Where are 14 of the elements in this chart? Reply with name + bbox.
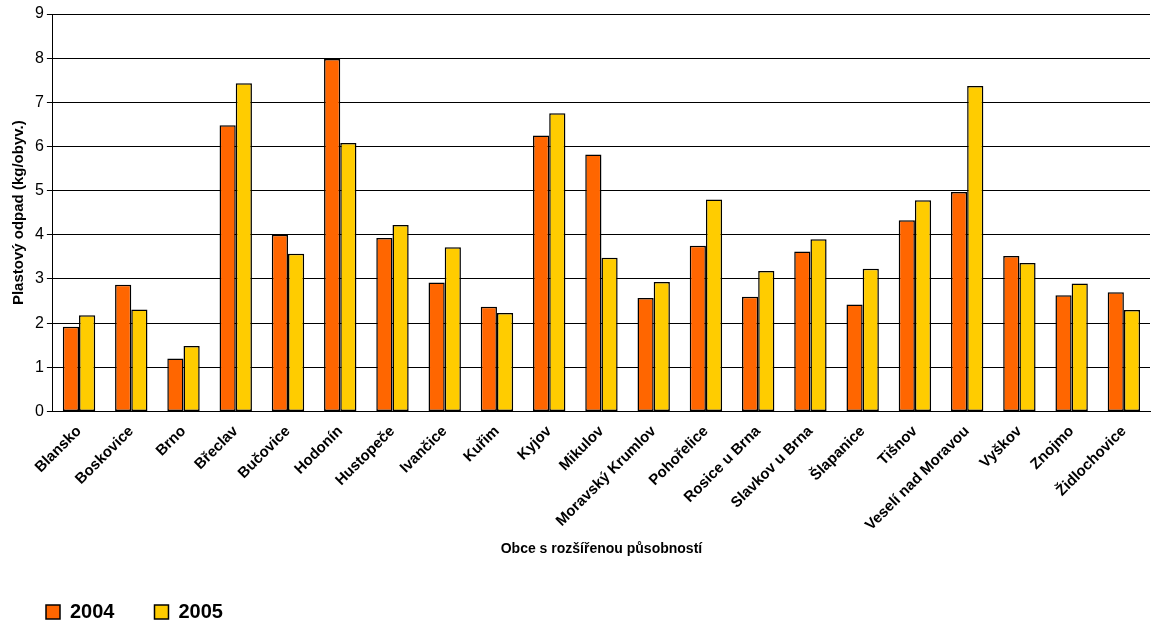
y-tick-label: 2 — [34, 313, 44, 331]
y-tick-label: 7 — [34, 92, 44, 110]
y-tick-label: 4 — [34, 225, 44, 243]
legend-label: 2004 — [70, 599, 116, 622]
legend-label: 2005 — [178, 599, 223, 622]
y-tick-label: 5 — [34, 181, 44, 199]
y-tick-label: 0 — [34, 401, 44, 419]
y-tick-label: 3 — [34, 269, 44, 287]
y-axis-title: Plastový odpad (kg/obyv.) — [9, 120, 27, 306]
x-axis-title: Obce s rozšířenou působností — [500, 540, 704, 557]
y-tick-label: 1 — [34, 357, 44, 375]
y-tick-label: 9 — [34, 4, 44, 22]
y-tick-label: 8 — [34, 48, 44, 66]
y-tick-label: 6 — [34, 136, 44, 154]
